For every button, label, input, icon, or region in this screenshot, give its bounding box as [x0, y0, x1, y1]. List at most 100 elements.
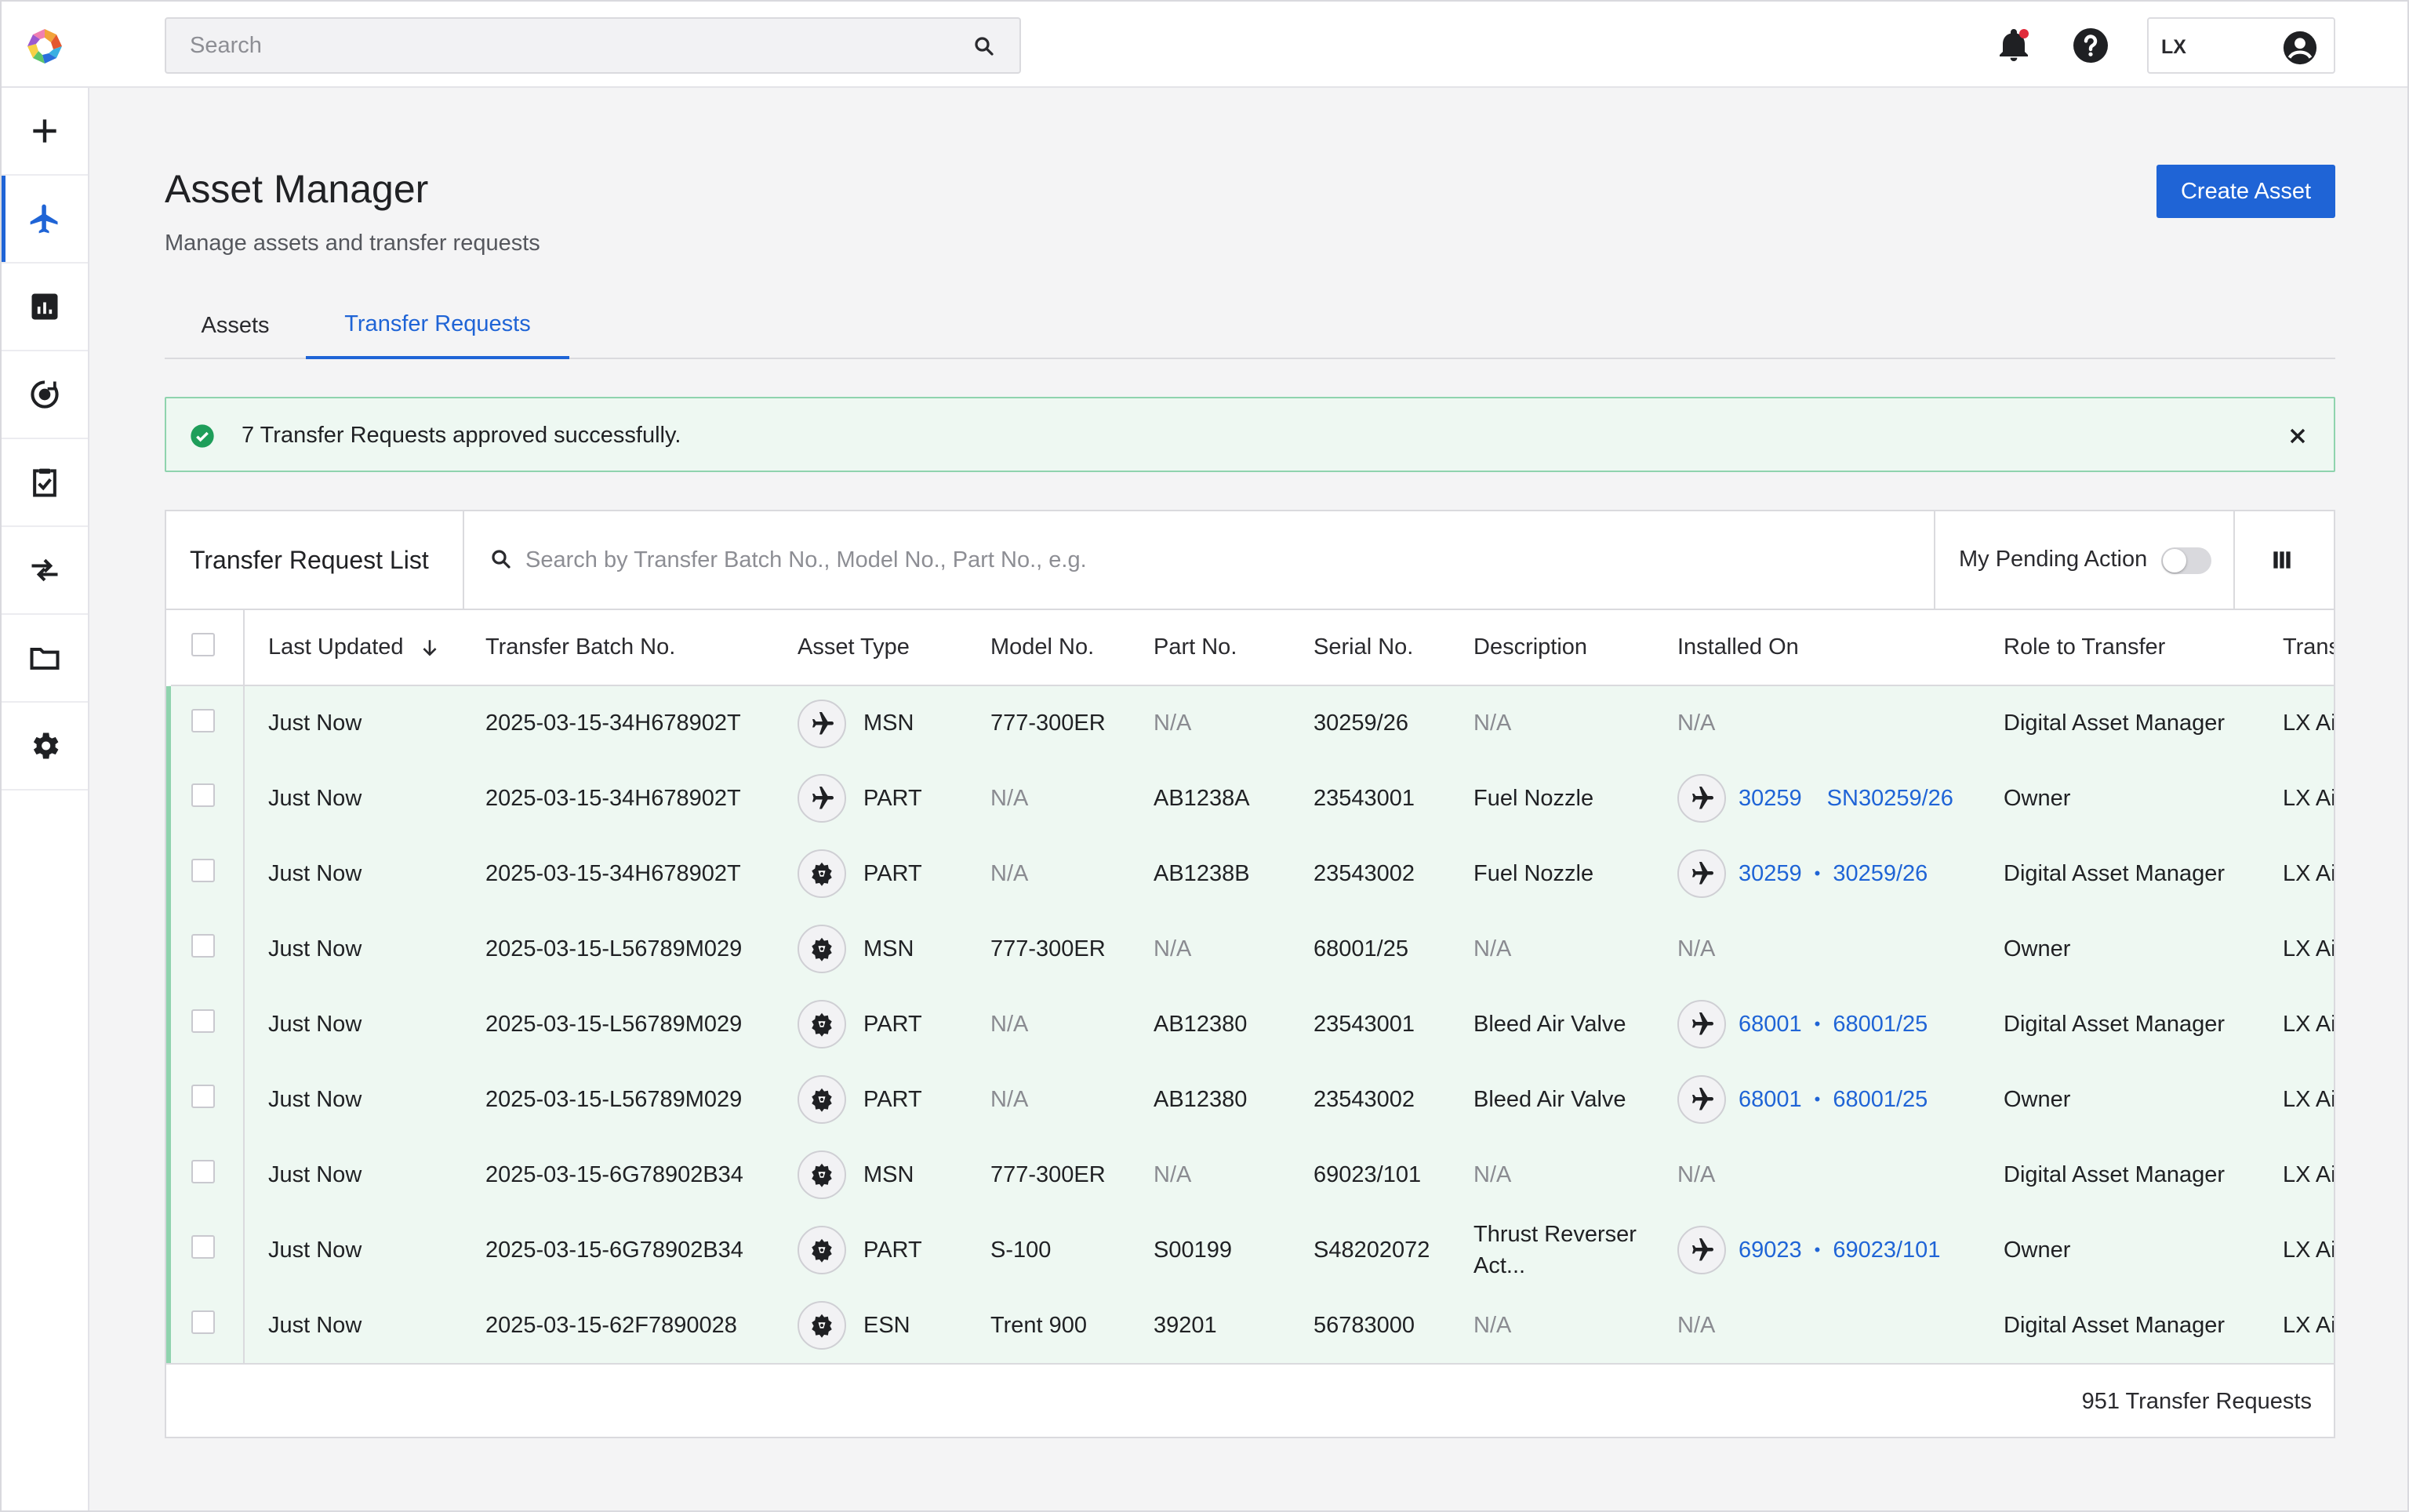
nav-documents[interactable]	[2, 615, 88, 703]
close-icon[interactable]	[2285, 423, 2310, 449]
cell-asset-type: PART	[798, 987, 990, 1062]
nav-tracking[interactable]	[2, 351, 88, 439]
table-row[interactable]: Just Now 2025-03-15-34H678902T PART N/A …	[166, 836, 2334, 911]
cell-installed-on: N/A	[1677, 1161, 1716, 1187]
cell-part-no: AB1238A	[1154, 785, 1250, 811]
cell-role: Owner	[2004, 1086, 2071, 1112]
column-header[interactable]: Asset Type	[798, 610, 990, 686]
installed-on-msn-link[interactable]: 68001	[1739, 1011, 1802, 1037]
page-title: Asset Manager	[165, 167, 429, 211]
installed-on-msn-link[interactable]: 30259	[1739, 785, 1802, 811]
cell-asset-type: MSN	[798, 1137, 990, 1212]
row-checkbox[interactable]	[191, 1009, 215, 1033]
nav-settings[interactable]	[2, 703, 88, 791]
global-search-input[interactable]	[166, 19, 1019, 72]
nav-transfers[interactable]	[2, 527, 88, 615]
table-row[interactable]: Just Now 2025-03-15-34H678902T MSN 777-3…	[166, 685, 2334, 761]
cell-model-no: N/A	[990, 1086, 1029, 1112]
separator-dot: •	[1814, 1240, 1821, 1259]
cell-transfer: LX Airways	[2283, 1161, 2334, 1187]
cell-model-no: Trent 900	[990, 1312, 1088, 1338]
column-header[interactable]: Transfer Batch No.	[485, 610, 798, 686]
select-all-checkbox[interactable]	[191, 632, 215, 656]
column-header[interactable]: Last Updated	[244, 610, 485, 686]
column-header[interactable]: Model No.	[990, 610, 1154, 686]
columns-icon[interactable]	[2269, 547, 2295, 572]
engine-part-icon	[798, 849, 846, 898]
nav-asset-manager[interactable]	[2, 176, 88, 264]
row-checkbox[interactable]	[191, 1160, 215, 1183]
notification-bell-icon[interactable]	[1995, 27, 2033, 64]
table-row[interactable]: Just Now 2025-03-15-62F7890028 ESN Trent…	[166, 1288, 2334, 1363]
table-row[interactable]: Just Now 2025-03-15-L56789M029 PART N/A …	[166, 1062, 2334, 1137]
app-logo-icon[interactable]	[25, 27, 64, 66]
nav-reports[interactable]	[2, 264, 88, 351]
installed-on-msn-link[interactable]: 68001	[1739, 1086, 1802, 1112]
user-menu[interactable]: LX	[2147, 17, 2335, 74]
table-row[interactable]: Just Now 2025-03-15-6G78902B34 PART S-10…	[166, 1212, 2334, 1288]
installed-on-serial-link[interactable]: 68001/25	[1833, 1086, 1928, 1112]
installed-on-serial-link[interactable]: 30259/26	[1833, 860, 1928, 886]
cell-model-no: N/A	[990, 785, 1029, 811]
row-checkbox[interactable]	[191, 1085, 215, 1108]
row-checkbox[interactable]	[191, 1235, 215, 1259]
arrow-down-icon[interactable]	[420, 638, 440, 658]
account-circle-icon[interactable]	[2282, 30, 2318, 66]
cell-batch-no: 2025-03-15-34H678902T	[485, 785, 741, 811]
engine-part-icon	[798, 1226, 846, 1274]
column-header[interactable]: Role to Transfer	[2004, 610, 2283, 686]
cell-model-no: N/A	[990, 1011, 1029, 1037]
tab-assets[interactable]: Assets	[201, 312, 270, 338]
separator-dot: •	[1814, 1089, 1821, 1109]
row-checkbox[interactable]	[191, 783, 215, 807]
cell-model-no: 777-300ER	[990, 1161, 1106, 1187]
column-header[interactable]: Description	[1473, 610, 1677, 686]
table-row[interactable]: Just Now 2025-03-15-6G78902B34 MSN 777-3…	[166, 1137, 2334, 1212]
row-checkbox[interactable]	[191, 934, 215, 958]
installed-on-serial-link[interactable]: 69023/101	[1833, 1237, 1941, 1263]
column-header[interactable]: Transfer	[2283, 610, 2334, 686]
cell-serial-no: 23543002	[1314, 1086, 1415, 1112]
table-viewport[interactable]: Last Updated Transfer Batch No. Asset Ty…	[166, 610, 2334, 1363]
cell-description: Bleed Air Valve	[1473, 1012, 1626, 1037]
column-header[interactable]: Part No.	[1154, 610, 1314, 686]
nav-add[interactable]	[2, 88, 88, 176]
column-header[interactable]: Serial No.	[1314, 610, 1473, 686]
cell-installed-on: 69023 • 69023/101	[1677, 1212, 2004, 1288]
tab-transfer-requests[interactable]: Transfer Requests	[306, 292, 569, 359]
row-checkbox[interactable]	[191, 859, 215, 882]
installed-on-serial-link[interactable]: 68001/25	[1833, 1011, 1928, 1037]
top-bar: LX	[2, 2, 2407, 88]
bar-chart-icon	[31, 293, 58, 320]
toolbar-divider	[2233, 511, 2235, 609]
installed-on-msn-link[interactable]: 30259	[1739, 860, 1802, 886]
cell-asset-type: PART	[798, 836, 990, 911]
cell-transfer: LX Airways	[2283, 711, 2334, 736]
row-select-cell	[166, 911, 245, 987]
nav-tasks[interactable]	[2, 439, 88, 527]
help-icon[interactable]	[2072, 27, 2109, 64]
cell-installed-on: 30259 • 30259/26	[1677, 836, 2004, 911]
global-search[interactable]	[165, 17, 1021, 74]
column-header[interactable]: Installed On	[1677, 610, 2004, 686]
table-row[interactable]: Just Now 2025-03-15-34H678902T PART N/A …	[166, 761, 2334, 836]
installed-on-serial-link[interactable]: SN30259/26	[1826, 785, 1953, 811]
table-row[interactable]: Just Now 2025-03-15-L56789M029 MSN 777-3…	[166, 911, 2334, 987]
cell-batch-no: 2025-03-15-34H678902T	[485, 860, 741, 886]
create-asset-button[interactable]: Create Asset	[2156, 165, 2335, 218]
row-select-cell	[166, 685, 245, 761]
row-select-cell	[166, 1288, 245, 1363]
engine-part-icon	[798, 1150, 846, 1199]
search-icon[interactable]	[972, 35, 996, 58]
cell-installed-on: 68001 • 68001/25	[1677, 987, 2004, 1062]
row-checkbox[interactable]	[191, 1310, 215, 1334]
asset-type-label: MSN	[863, 711, 914, 736]
installed-on-msn-link[interactable]: 69023	[1739, 1237, 1802, 1263]
row-select-cell	[166, 1212, 245, 1288]
list-toolbar: Transfer Request List My Pending Action	[166, 511, 2334, 610]
row-checkbox[interactable]	[191, 708, 215, 732]
cell-part-no: AB1238B	[1154, 860, 1250, 886]
pending-action-toggle[interactable]	[2161, 547, 2211, 574]
table-row[interactable]: Just Now 2025-03-15-L56789M029 PART N/A …	[166, 987, 2334, 1062]
list-filter-input[interactable]	[525, 538, 1702, 582]
